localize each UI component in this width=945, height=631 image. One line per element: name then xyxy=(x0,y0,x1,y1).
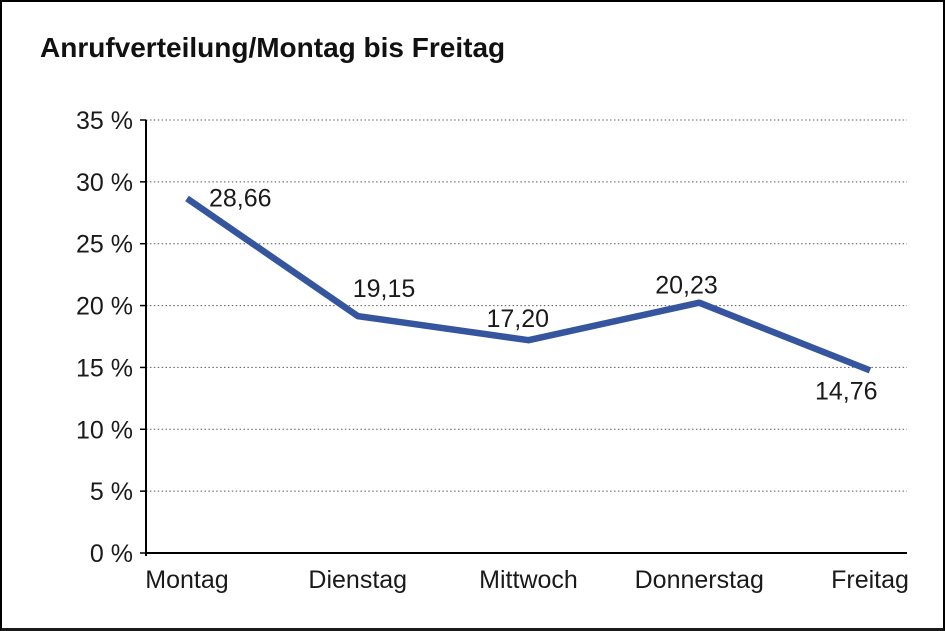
chart-title: Anrufverteilung/Montag bis Freitag xyxy=(40,32,506,63)
data-label: 17,20 xyxy=(487,305,550,333)
y-tick-label: 30 % xyxy=(76,169,133,197)
x-tick-label: Donnerstag xyxy=(635,566,764,594)
data-label: 14,76 xyxy=(815,377,878,405)
x-tick-label: Freitag xyxy=(831,566,909,594)
y-tick-label: 20 % xyxy=(76,293,133,321)
y-tick-label: 15 % xyxy=(76,354,133,382)
x-tick-label: Mittwoch xyxy=(479,566,578,594)
x-tick-label: Dienstag xyxy=(308,566,407,594)
y-tick-label: 5 % xyxy=(90,478,133,506)
x-tick-label: Montag xyxy=(145,566,228,594)
data-label: 28,66 xyxy=(209,184,272,212)
data-line xyxy=(185,195,872,374)
y-tick-label: 0 % xyxy=(90,540,133,568)
data-label: 20,23 xyxy=(655,272,718,300)
y-tick-label: 10 % xyxy=(76,416,133,444)
y-tick-label: 35 % xyxy=(76,107,133,135)
y-tick-label: 25 % xyxy=(76,231,133,259)
data-label: 19,15 xyxy=(353,275,416,303)
